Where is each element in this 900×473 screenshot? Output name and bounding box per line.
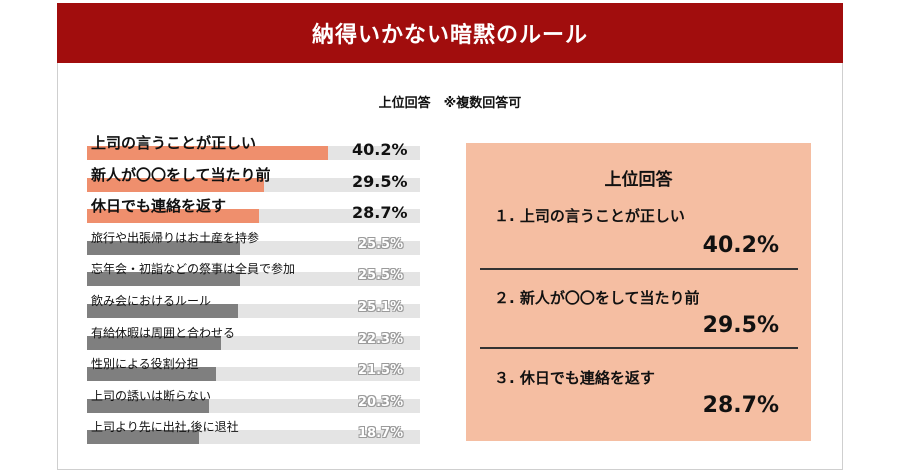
bar-value-label: 25.5% bbox=[358, 268, 404, 283]
chart-subtitle: 上位回答 ※複数回答可 bbox=[378, 96, 522, 111]
bar bbox=[87, 430, 199, 444]
panel-title: 上位回答 bbox=[604, 170, 673, 190]
bar-value-label: 25.5% bbox=[358, 237, 404, 252]
page-title: 納得いかない暗黙のルール bbox=[311, 23, 588, 48]
bar bbox=[87, 209, 259, 223]
bar bbox=[87, 178, 264, 192]
bar-value-label: 21.5% bbox=[358, 363, 404, 378]
bar-label: 旅行や出張帰りはお土産を持参 bbox=[91, 231, 260, 245]
bar-label: 上司の言うことが正しい bbox=[91, 134, 257, 152]
bar-label: 新人が〇〇をして当たり前 bbox=[91, 166, 271, 184]
rank-1-percent: 40.2% bbox=[702, 233, 779, 258]
title-banner: 納得いかない暗黙のルール bbox=[57, 3, 843, 63]
bar-value-label: 40.2% bbox=[352, 140, 408, 159]
rank-2-text: ２. 新人が〇〇をして当たり前 bbox=[494, 289, 700, 307]
rank-divider bbox=[480, 268, 798, 270]
bar-value-label: 22.3% bbox=[358, 332, 404, 347]
bar bbox=[87, 336, 221, 350]
bar-label: 有給休暇は周囲と合わせる bbox=[91, 326, 236, 340]
bar bbox=[87, 304, 238, 318]
rank-3-text: ３. 休日でも連絡を返す bbox=[494, 369, 655, 387]
bar-value-label: 29.5% bbox=[352, 172, 408, 191]
rank-1-text: １. 上司の言うことが正しい bbox=[494, 207, 685, 225]
rank-divider bbox=[480, 347, 798, 349]
bar bbox=[87, 146, 328, 160]
bar bbox=[87, 399, 209, 413]
bar-label: 忘年会・初詣などの祭事は全員で参加 bbox=[91, 262, 296, 276]
bar-label: 性別による役割分担 bbox=[91, 357, 199, 371]
bar-value-label: 25.1% bbox=[358, 300, 404, 315]
bar bbox=[87, 367, 216, 381]
rank-2-percent: 29.5% bbox=[702, 313, 779, 338]
bar-label: 上司より先に出社,後に退社 bbox=[91, 420, 239, 434]
rank-3-percent: 28.7% bbox=[702, 393, 779, 418]
top-answers-panel: 上位回答 １. 上司の言うことが正しい 40.2% ２. 新人が〇〇をして当たり… bbox=[466, 143, 811, 441]
bar-label: 休日でも連絡を返す bbox=[91, 197, 227, 215]
bar-value-label: 28.7% bbox=[352, 203, 408, 222]
bar-value-label: 20.3% bbox=[358, 395, 404, 410]
bar-label: 飲み会におけるルール bbox=[91, 294, 212, 308]
bar-chart: 上司の言うことが正しい 40.2% 新人が〇〇をして当たり前 29.5% 休日でも連絡を… bbox=[87, 134, 420, 444]
bar-value-label: 18.7% bbox=[358, 426, 404, 441]
bar bbox=[87, 241, 240, 255]
bar bbox=[87, 272, 240, 286]
bar-label: 上司の誘いは断らない bbox=[91, 389, 212, 403]
